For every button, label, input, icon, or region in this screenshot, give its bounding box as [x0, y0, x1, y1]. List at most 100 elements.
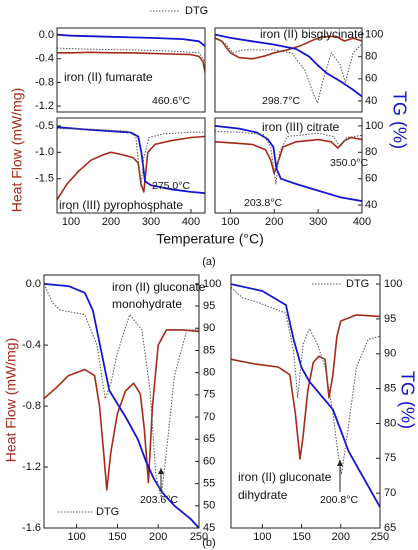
- chart-title: iron (II) gluconate: [238, 470, 332, 484]
- y-tick-label: -0.4: [35, 53, 54, 65]
- y-tick-label: -1.5: [35, 173, 54, 185]
- x-tick-label: 400: [353, 216, 371, 228]
- chart-title: iron (II) fumarate: [64, 70, 153, 84]
- y2-tick-label: 100: [365, 29, 383, 41]
- y-tick-label: 0.0: [26, 278, 41, 290]
- arrow-head: [158, 468, 164, 474]
- legend-label: DTG: [96, 506, 119, 518]
- y2-tick-label: 85: [384, 383, 396, 395]
- x-tick-label: 200: [102, 216, 120, 228]
- x-tick-label: 300: [142, 216, 160, 228]
- y2-tick-label: 90: [384, 348, 396, 360]
- x-tick-label: 150: [292, 531, 310, 543]
- tg-line: [215, 33, 362, 98]
- annotation: 298.7°C: [262, 95, 300, 107]
- plot-frame: [214, 27, 363, 113]
- plot-frame: [56, 117, 206, 214]
- plot-frame: [56, 27, 206, 113]
- heat-flow-line: [231, 314, 380, 460]
- y2-axis-label: TG (%): [389, 91, 409, 149]
- x-tick-label: 100: [62, 216, 80, 228]
- y2-tick-label: 70: [203, 411, 215, 423]
- dtg-line: [215, 36, 362, 104]
- chart-title: iron (III) citrate: [262, 120, 340, 134]
- dtg-line: [44, 283, 199, 498]
- x-tick-label: 100: [67, 531, 85, 543]
- y2-tick-label: 75: [203, 389, 215, 401]
- chart-title: monohydrate: [112, 297, 182, 311]
- plot-frame: [230, 274, 381, 529]
- annotation: 460.6°C: [152, 95, 190, 107]
- y-tick-label: -0.4: [22, 339, 41, 351]
- y2-axis-label: TG (%): [397, 371, 417, 429]
- y2-tick-label: 80: [384, 417, 396, 429]
- y-tick-label: -0.8: [22, 400, 41, 412]
- y2-tick-label: 60: [365, 73, 377, 85]
- x-tick-label: 200: [149, 531, 167, 543]
- heat-flow-line: [57, 135, 205, 201]
- legend-label: DTG: [346, 278, 369, 290]
- annotation: 203.6°C: [140, 494, 178, 506]
- annotation: 275.0°C: [152, 180, 190, 192]
- y2-tick-label: 100: [384, 278, 402, 290]
- x-tick-label: 300: [309, 216, 327, 228]
- y2-tick-label: 40: [365, 95, 377, 107]
- y-tick-label: -1.6: [22, 522, 41, 534]
- y2-tick-label: 60: [365, 173, 377, 185]
- annotation: 200.8°C: [320, 494, 358, 506]
- caption: (a): [202, 256, 215, 268]
- y-tick-label: -1.2: [35, 100, 54, 112]
- dtg-line: [57, 47, 205, 63]
- x-tick-label: 150: [108, 531, 126, 543]
- y2-tick-label: 95: [203, 300, 215, 312]
- y-tick-label: 0.0: [39, 29, 54, 41]
- x-tick-label: 250: [371, 531, 389, 543]
- dtg-line: [231, 286, 380, 475]
- x-tick-label: 200: [332, 531, 350, 543]
- y-axis-label: Heat Flow (mW/mg): [3, 338, 19, 462]
- tg-line: [215, 125, 362, 202]
- y2-tick-label: 95: [384, 313, 396, 325]
- y2-tick-label: 50: [203, 500, 215, 512]
- y2-tick-label: 65: [203, 433, 215, 445]
- tg-line: [44, 283, 199, 528]
- y2-tick-label: 65: [384, 522, 396, 534]
- legend-label: DTG: [185, 5, 208, 17]
- plot-frame: [43, 274, 200, 529]
- y2-tick-label: 45: [203, 522, 215, 534]
- y2-tick-label: 90: [203, 322, 215, 334]
- dtg-line: [57, 128, 205, 188]
- x-tick-label: 100: [253, 531, 271, 543]
- caption: (b): [202, 537, 215, 549]
- y-tick-label: -0.8: [35, 76, 54, 88]
- y2-tick-label: 80: [203, 367, 215, 379]
- y2-tick-label: 40: [365, 199, 377, 211]
- y-tick-label: -1.2: [22, 461, 41, 473]
- heat-flow-line: [57, 51, 205, 77]
- annotation: 203.8°C: [244, 197, 282, 209]
- y-tick-label: -0.5: [35, 120, 54, 132]
- x-tick-label: 400: [182, 216, 200, 228]
- chart-title: iron (III) pyrophosphate: [59, 198, 183, 212]
- annotation: 350.0°C: [330, 157, 368, 169]
- chart-title: iron (II) gluconate: [112, 280, 206, 294]
- x-tick-label: 200: [265, 216, 283, 228]
- y2-tick-label: 75: [384, 452, 396, 464]
- y-tick-label: -1.0: [35, 146, 54, 158]
- y2-tick-label: 100: [365, 120, 383, 132]
- y2-tick-label: 60: [203, 455, 215, 467]
- arrow-head: [337, 460, 343, 466]
- y2-tick-label: 100: [203, 278, 221, 290]
- x-axis-label: Temperature (°C): [156, 231, 264, 247]
- y-axis-label: Heat Flow (mW/mg): [9, 88, 25, 212]
- x-tick-label: 100: [221, 216, 239, 228]
- y2-tick-label: 80: [365, 51, 377, 63]
- chart-title: iron (II) bisglycinate: [260, 27, 364, 41]
- heat-flow-line: [44, 329, 199, 491]
- x-tick-label: 250: [190, 531, 208, 543]
- dtg-line: [215, 130, 362, 185]
- plot-frame: [214, 117, 363, 214]
- chart-title: dihydrate: [238, 488, 288, 502]
- heat-flow-line: [215, 35, 362, 60]
